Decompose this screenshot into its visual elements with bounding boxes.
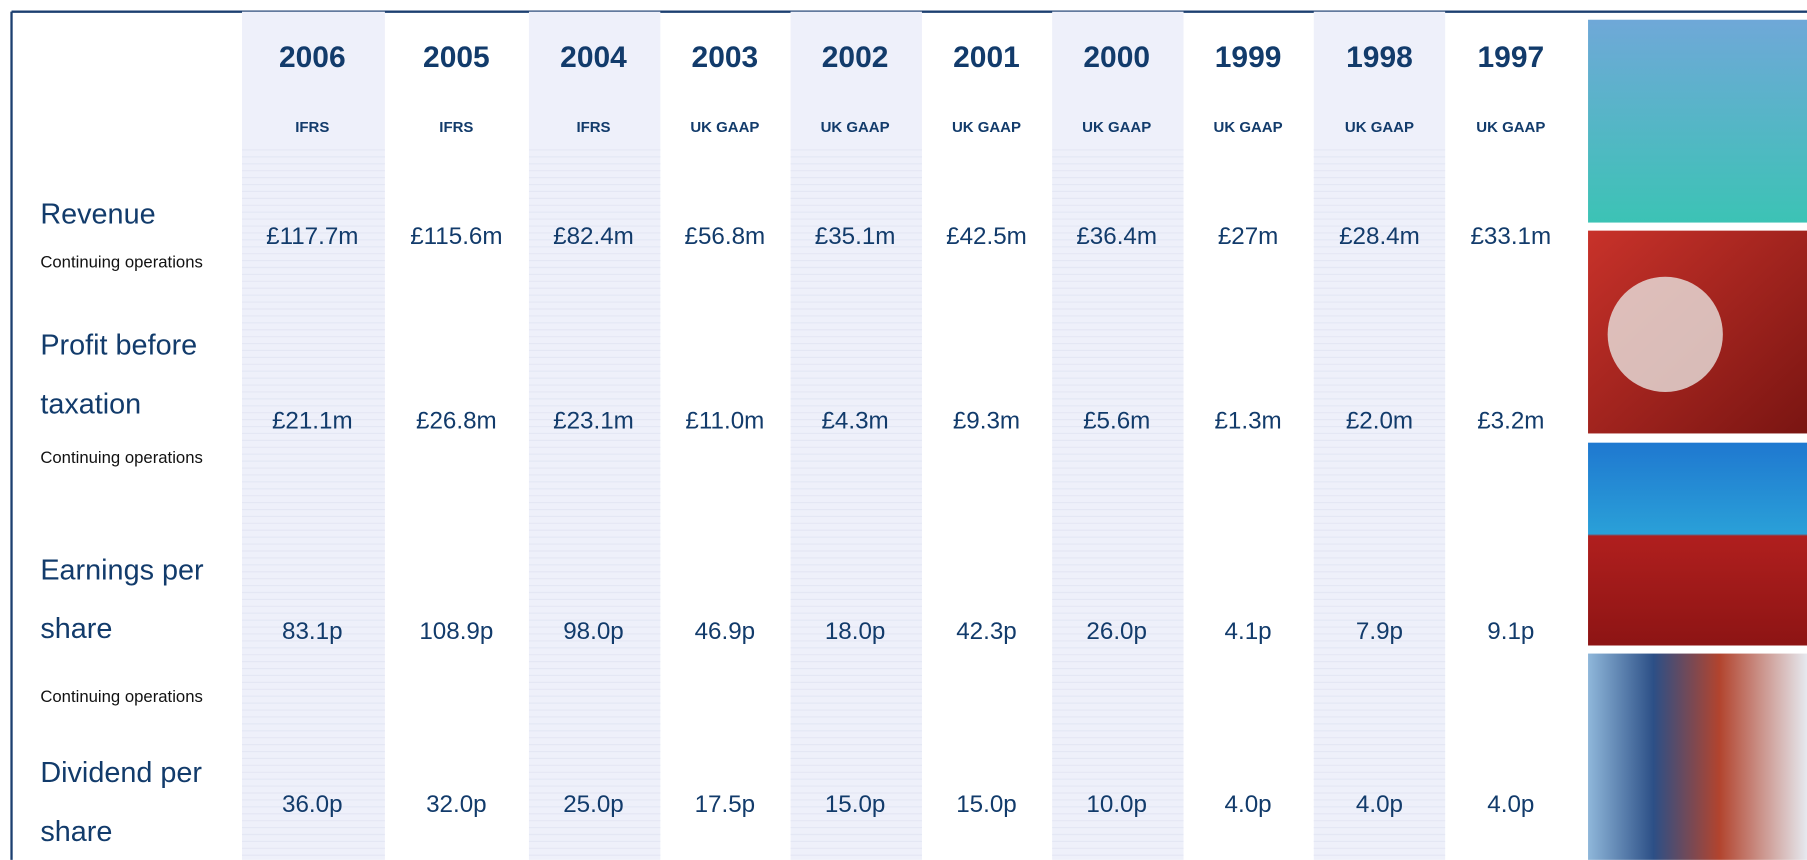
standard-header: UK GAAP [1476,119,1545,136]
value-cell: £26.8m [416,407,497,434]
value-cell: £3.2m [1477,407,1544,434]
year-header: 1998 [1346,41,1413,74]
column-shade [1313,11,1446,860]
photo-containers [1588,653,1807,860]
value-cell: 4.0p [1225,791,1272,818]
value-cell: £1.3m [1214,407,1281,434]
standard-header: UK GAAP [690,119,759,136]
value-cell: 46.9p [695,618,756,645]
year-header: 2002 [822,41,889,74]
value-cell: 4.0p [1487,791,1534,818]
value-cell: 25.0p [563,791,624,818]
value-cell: 17.5p [695,791,756,818]
standard-header: UK GAAP [952,119,1021,136]
value-cell: £9.3m [953,407,1020,434]
standard-header: IFRS [295,119,329,136]
value-cell: 15.0p [956,791,1017,818]
propeller-shape [1607,276,1723,392]
year-header: 1997 [1478,41,1545,74]
value-cell: £2.0m [1346,407,1413,434]
value-cell: £23.1m [553,407,634,434]
year-header: 1999 [1215,41,1282,74]
row-label: Revenue [40,198,155,230]
value-cell: 108.9p [419,618,493,645]
value-cell: £33.1m [1470,223,1551,250]
photo-ship [1588,442,1807,646]
column-shade [790,11,922,860]
column-shade [242,11,385,860]
value-cell: 83.1p [282,618,343,645]
row-note: Continuing operations [40,687,203,706]
year-header: 2000 [1083,41,1150,74]
year-header: 2001 [953,41,1020,74]
standard-header: IFRS [439,119,473,136]
row-label: share [40,816,112,848]
row-label: Earnings per [40,554,204,586]
value-cell: 4.1p [1225,618,1272,645]
value-cell: 18.0p [825,618,886,645]
column-shade [528,11,661,860]
value-cell: £11.0m [685,407,764,434]
value-cell: 98.0p [563,618,624,645]
column-shade [1052,11,1184,860]
value-cell: 42.3p [956,618,1017,645]
row-note: Continuing operations [40,252,203,271]
value-cell: £56.8m [685,223,766,250]
value-cell: 4.0p [1356,791,1403,818]
row-label: Profit before [40,330,197,362]
value-cell: £28.4m [1339,223,1420,250]
row-label: share [40,613,112,645]
year-header: 2005 [423,41,490,74]
value-cell: £42.5m [946,223,1027,250]
value-cell: 15.0p [825,791,886,818]
value-cell: £27m [1218,223,1279,250]
value-cell: £35.1m [815,223,896,250]
value-cell: 10.0p [1086,791,1147,818]
value-cell: 7.9p [1356,618,1403,645]
value-cell: £82.4m [553,223,634,250]
row-label: Dividend per [40,757,202,789]
value-cell: £4.3m [821,407,888,434]
standard-header: UK GAAP [1345,119,1414,136]
value-cell: 32.0p [426,791,487,818]
value-cell: £21.1m [272,407,353,434]
value-cell: £117.7m [266,223,358,250]
value-cell: £115.6m [410,223,502,250]
standard-header: UK GAAP [1082,119,1151,136]
row-note: Continuing operations [40,448,203,467]
year-header: 2006 [279,41,346,74]
value-cell: £5.6m [1083,407,1150,434]
photo-deck [1588,19,1807,223]
year-header: 2004 [560,41,627,74]
standard-header: UK GAAP [1214,119,1283,136]
standard-header: UK GAAP [821,119,890,136]
year-header: 2003 [692,41,759,74]
standard-header: IFRS [576,119,610,136]
value-cell: 9.1p [1487,618,1534,645]
value-cell: 26.0p [1086,618,1147,645]
value-cell: 36.0p [282,791,343,818]
value-cell: £36.4m [1076,223,1157,250]
row-label: taxation [40,388,141,420]
